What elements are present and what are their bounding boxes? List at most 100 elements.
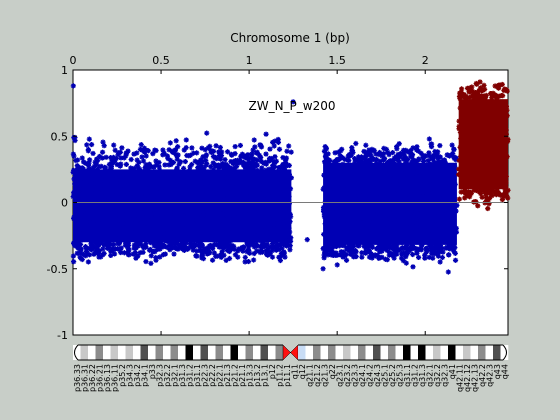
data-point <box>429 155 435 161</box>
data-point <box>365 242 371 248</box>
data-point <box>273 177 279 183</box>
data-point <box>288 175 294 181</box>
data-point <box>416 186 422 192</box>
data-point <box>100 203 106 209</box>
data-point <box>476 189 482 195</box>
data-point <box>95 157 101 163</box>
data-point <box>279 239 285 246</box>
data-point <box>359 219 365 226</box>
data-point <box>99 212 105 218</box>
data-point <box>162 230 168 236</box>
data-point <box>162 205 168 211</box>
data-point <box>346 243 352 249</box>
data-point <box>187 197 193 203</box>
data-point <box>213 143 219 149</box>
data-point <box>111 158 118 164</box>
data-point <box>446 232 452 238</box>
data-point <box>180 218 186 224</box>
data-point <box>432 148 438 155</box>
band-label: q24.2 <box>365 364 374 387</box>
data-point <box>464 181 470 187</box>
data-point <box>90 198 96 205</box>
data-point <box>224 242 230 249</box>
data-point <box>277 180 283 186</box>
data-point <box>77 200 83 206</box>
data-point <box>146 163 152 169</box>
data-point <box>476 182 482 188</box>
data-point <box>493 128 499 134</box>
data-point <box>102 177 108 184</box>
band-label: p21.3 <box>223 364 232 387</box>
data-point <box>486 159 492 165</box>
data-point <box>183 188 189 195</box>
data-point <box>266 184 272 191</box>
data-point <box>263 225 270 232</box>
data-point <box>413 173 420 180</box>
data-point <box>428 165 434 171</box>
data-point <box>132 250 138 256</box>
data-point <box>100 252 106 258</box>
data-point <box>478 186 484 193</box>
data-point <box>190 218 196 224</box>
data-point <box>244 219 250 225</box>
band-label: p31.1 <box>193 364 202 387</box>
data-point <box>504 113 510 119</box>
data-point <box>238 154 244 160</box>
data-point <box>499 196 505 203</box>
data-point <box>147 246 153 253</box>
y-tick-label: 0 <box>61 197 68 210</box>
data-point <box>237 215 243 222</box>
data-point <box>387 158 393 164</box>
data-point <box>481 168 487 175</box>
data-point <box>282 254 288 260</box>
data-point <box>141 219 147 225</box>
ideogram-band <box>425 345 434 360</box>
data-point <box>235 254 241 260</box>
data-point <box>113 209 119 215</box>
data-point <box>383 219 389 225</box>
data-point <box>430 255 436 261</box>
data-point <box>416 168 422 174</box>
data-point <box>416 254 422 261</box>
data-point <box>452 163 458 169</box>
data-point <box>367 157 373 163</box>
data-point <box>359 254 365 260</box>
ideogram-band <box>245 345 254 360</box>
data-point <box>275 139 282 145</box>
data-point <box>112 246 118 252</box>
data-point <box>276 219 282 225</box>
data-point <box>82 244 89 250</box>
data-point <box>236 210 242 216</box>
data-point <box>148 198 155 204</box>
data-point <box>457 105 463 111</box>
data-point <box>439 180 445 186</box>
data-point <box>114 161 120 168</box>
data-point <box>443 180 449 186</box>
data-point <box>357 179 363 185</box>
data-point <box>197 223 203 229</box>
data-point <box>126 247 132 253</box>
data-point <box>282 209 289 215</box>
q-arm-outline <box>298 344 507 361</box>
data-point <box>157 254 163 260</box>
data-point <box>199 252 205 258</box>
data-point <box>98 221 104 227</box>
data-point <box>213 191 219 197</box>
data-point <box>110 154 117 160</box>
data-point <box>465 128 471 134</box>
data-point <box>493 150 499 156</box>
data-point <box>146 220 152 226</box>
data-point <box>467 189 474 195</box>
data-point <box>348 227 354 233</box>
data-point <box>436 159 442 165</box>
data-point <box>233 163 240 170</box>
data-point <box>73 206 79 212</box>
data-point <box>499 160 505 166</box>
data-point <box>77 254 83 260</box>
data-point <box>168 229 174 235</box>
data-point <box>419 242 425 248</box>
data-point <box>505 195 511 201</box>
data-point <box>283 157 289 163</box>
data-point <box>369 244 376 250</box>
data-point <box>260 218 267 224</box>
